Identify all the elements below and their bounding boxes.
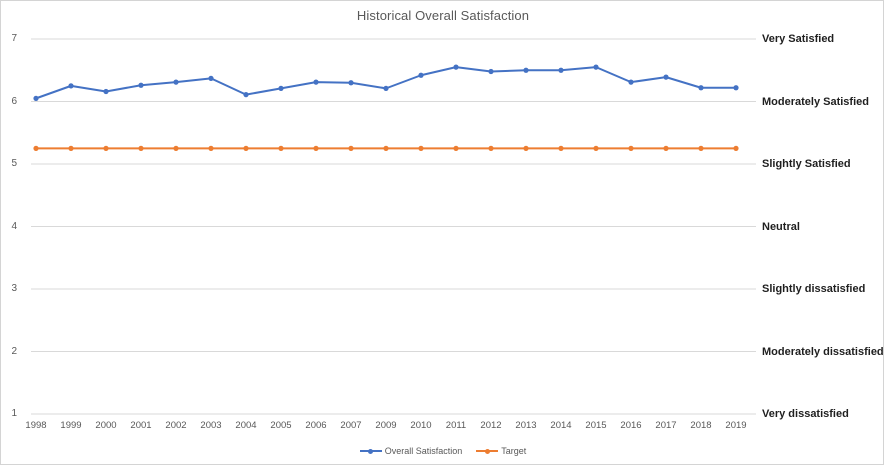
overall-satisfaction-point (243, 92, 249, 98)
overall-satisfaction-point (173, 79, 179, 85)
overall-satisfaction-point (68, 83, 74, 89)
target-point (208, 145, 214, 151)
right-axis-label: Very dissatisfied (762, 408, 849, 420)
legend-item-overall-satisfaction[interactable]: Overall Satisfaction (359, 446, 463, 456)
right-axis-label: Moderately dissatisfied (762, 345, 884, 358)
x-tick-label: 2007 (340, 420, 362, 431)
overall-satisfaction-point (33, 95, 39, 101)
target-point (453, 145, 459, 151)
x-tick-label: 2013 (515, 420, 537, 431)
right-axis-label: Very Satisfied (762, 33, 835, 45)
overall-satisfaction-point (733, 85, 739, 91)
target-point (243, 145, 249, 151)
x-tick-label: 2017 (655, 420, 677, 431)
overall-satisfaction-point (523, 67, 529, 73)
overall-satisfaction-point (628, 79, 634, 85)
target-point (558, 145, 564, 151)
legend: Overall Satisfaction Target (1, 443, 883, 459)
target-point (488, 145, 494, 151)
target-point (628, 145, 634, 151)
target-point (418, 145, 424, 151)
x-tick-label: 2015 (585, 420, 607, 431)
x-tick-label: 2010 (410, 420, 432, 431)
y-tick-label: 1 (11, 408, 17, 419)
x-tick-label: 2004 (235, 420, 257, 431)
overall-satisfaction-point (558, 67, 564, 73)
target-point (593, 145, 599, 151)
target-legend-marker-icon (476, 448, 499, 454)
target-point (138, 145, 144, 151)
target-point (348, 145, 354, 151)
target-point (278, 145, 284, 151)
target-point (68, 145, 74, 151)
overall-satisfaction-legend-marker-icon (359, 448, 382, 454)
legend-label: Target (501, 446, 527, 456)
y-tick-label: 2 (11, 345, 17, 357)
target-point (663, 145, 669, 151)
legend-item-target[interactable]: Target (476, 446, 526, 456)
x-tick-label: 2003 (200, 420, 222, 431)
x-tick-label: 2018 (690, 420, 712, 431)
target-point (313, 145, 319, 151)
x-tick-label: 2014 (550, 420, 572, 431)
overall-satisfaction-point (383, 85, 389, 91)
overall-satisfaction-point (208, 75, 214, 81)
overall-satisfaction-point (593, 64, 599, 70)
target-point (383, 145, 389, 151)
x-tick-label: 2016 (620, 420, 642, 431)
x-tick-label: 2005 (270, 420, 292, 431)
x-tick-label: 2019 (725, 420, 747, 431)
target-point (698, 145, 704, 151)
chart-title: Historical Overall Satisfaction (356, 8, 530, 23)
right-axis-label: Neutral (762, 220, 800, 233)
target-point (33, 145, 39, 151)
y-tick-label: 5 (11, 158, 17, 169)
x-tick-label: 1999 (60, 420, 82, 431)
x-tick-label: 2011 (445, 420, 467, 431)
y-tick-label: 3 (11, 283, 17, 294)
y-tick-label: 7 (11, 33, 17, 44)
right-axis-label: Moderately Satisfied (762, 95, 869, 108)
x-tick-label: 2001 (130, 420, 152, 431)
overall-satisfaction-point (453, 64, 459, 70)
overall-satisfaction-point (663, 74, 669, 80)
x-tick-label: 1998 (25, 420, 47, 431)
overall-satisfaction-point (103, 88, 109, 95)
x-tick-label: 2006 (305, 420, 327, 431)
target-point (103, 145, 109, 151)
x-tick-label: 2000 (95, 420, 117, 431)
overall-satisfaction-point (313, 79, 319, 85)
right-axis-label: Slightly Satisfied (762, 158, 851, 170)
x-tick-label: 2012 (480, 420, 502, 431)
y-tick-label: 6 (11, 95, 17, 107)
x-tick-label: 2009 (375, 420, 397, 431)
overall-satisfaction-point (278, 85, 284, 91)
target-point (173, 145, 179, 151)
right-axis-label: Slightly dissatisfied (762, 283, 866, 295)
target-point (523, 145, 529, 151)
legend-label: Overall Satisfaction (384, 446, 463, 456)
y-tick-label: 4 (11, 220, 17, 232)
target-point (733, 145, 739, 151)
overall-satisfaction-point (418, 72, 424, 78)
x-tick-label: 2002 (165, 420, 187, 431)
overall-satisfaction-point (138, 82, 144, 88)
overall-satisfaction-point (488, 68, 494, 75)
overall-satisfaction-point (348, 80, 354, 86)
overall-satisfaction-point (698, 85, 704, 91)
